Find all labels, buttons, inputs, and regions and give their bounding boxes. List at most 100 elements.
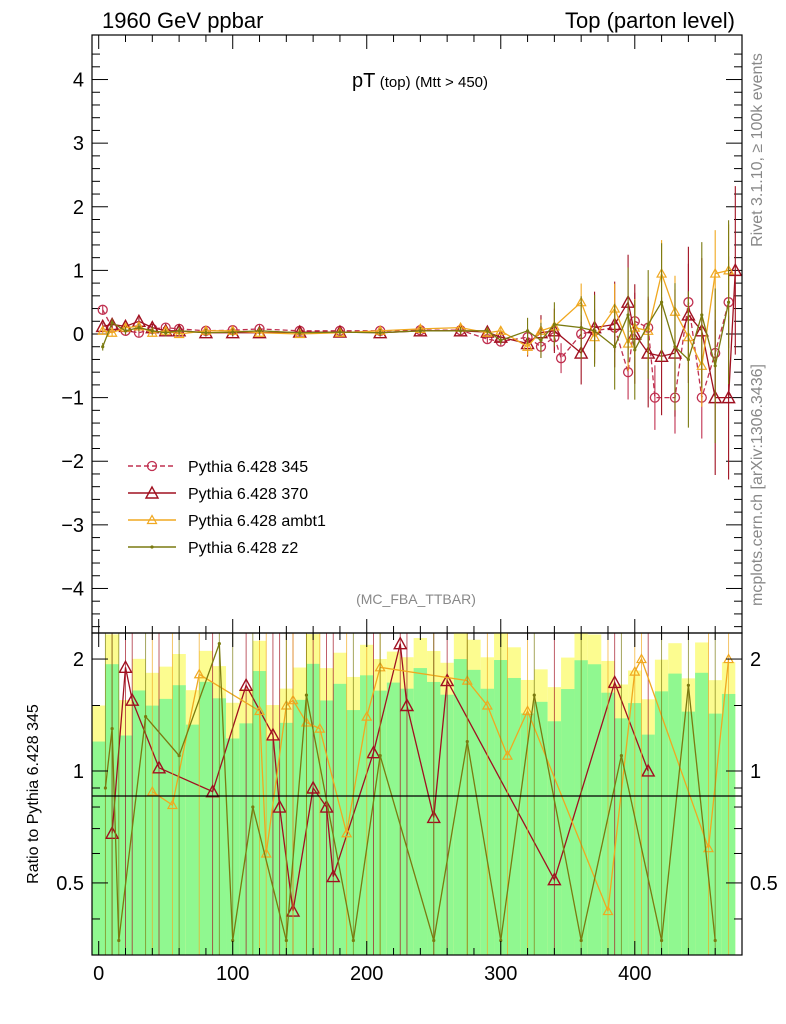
main-data-point [659, 300, 664, 304]
ratio-band-green [386, 682, 401, 955]
main-data-point [495, 325, 507, 335]
main-data-point [539, 338, 543, 342]
main-data-point [579, 326, 583, 330]
ratio-data-point [319, 799, 334, 813]
main-series-line [102, 300, 730, 366]
main-series-0 [97, 256, 734, 439]
analysis-watermark: (MC_FBA_TTBAR) [356, 591, 476, 607]
main-data-point [253, 327, 266, 337]
main-y-tick-label: 1 [73, 260, 84, 282]
legend-marker [144, 485, 160, 499]
ratio-data-point [341, 827, 353, 838]
main-title: pT (top) (Mtt > 450) [352, 70, 488, 92]
ratio-data-point [351, 938, 355, 943]
legend-label: Pythia 6.428 370 [188, 486, 308, 503]
ratio-data-point [238, 677, 254, 691]
main-data-point [146, 327, 158, 337]
ratio-x-tick-label: 300 [484, 963, 517, 985]
ratio-data-point [629, 665, 641, 676]
ratio-data-point [205, 784, 220, 798]
ratio-data-point [217, 642, 221, 646]
main-data-point [592, 329, 597, 333]
ratio-data-point [635, 653, 648, 664]
ratio-data-point [305, 780, 321, 794]
main-y-tick-label: 0 [73, 324, 84, 346]
main-panel-series [95, 186, 742, 480]
main-y-tick-label: −4 [61, 578, 84, 600]
ratio-data-point [118, 659, 133, 674]
ratio-data-point [125, 692, 140, 706]
main-data-point [231, 330, 235, 334]
ratio-data-point [579, 938, 583, 943]
main-title-object: (top) [380, 74, 411, 91]
ratio-band-green [467, 669, 481, 955]
ratio-data-point [619, 753, 623, 758]
main-data-point [110, 320, 114, 325]
ratio-band-green [92, 741, 106, 955]
ratio-data-point [547, 872, 562, 886]
ratio-data-point [151, 760, 167, 774]
ratio-y-tick-label: 1 [73, 761, 84, 783]
ratio-data-point [481, 699, 493, 710]
ratio-data-point [103, 786, 108, 790]
main-data-point [626, 313, 630, 317]
main-data-point [338, 330, 342, 334]
ratio-data-point [465, 739, 469, 744]
main-data-point [525, 329, 530, 333]
ratio-data-point [378, 753, 382, 758]
ratio-data-point [439, 673, 455, 687]
ratio-band-green [507, 677, 521, 955]
ratio-data-point [399, 698, 415, 712]
legend-marker [146, 460, 158, 472]
ratio-data-point [144, 715, 148, 719]
main-data-point [294, 328, 306, 339]
ratio-data-point [193, 668, 205, 679]
main-y-tick-label: 3 [73, 133, 84, 155]
ratio-y-tick-label: 2 [73, 649, 84, 671]
legend-label: Pythia 6.428 ambt1 [188, 513, 326, 530]
ratio-band-green [185, 724, 200, 955]
rivet-version-label: Rivet 3.1.10, ≥ 100k events [749, 53, 766, 247]
main-data-point [106, 327, 118, 337]
main-y-tick-label: 2 [73, 197, 84, 219]
ratio-data-point [532, 693, 536, 697]
main-data-point [649, 392, 661, 403]
ratio-data-point [251, 805, 255, 809]
main-y-tick-label: 4 [73, 70, 84, 92]
legend-marker [150, 545, 154, 549]
main-data-point [522, 340, 534, 351]
ratio-data-point [117, 938, 121, 943]
main-y-tick-label: −1 [61, 388, 84, 410]
main-data-point [204, 331, 208, 335]
ratio-band-green [333, 683, 347, 955]
main-data-point [257, 329, 262, 333]
ratio-data-point [272, 799, 287, 813]
main-data-point [726, 300, 731, 304]
main-data-point [728, 262, 742, 277]
ratio-band-green [587, 664, 602, 955]
main-data-point [721, 390, 736, 404]
ratio-x-tick-label: 200 [350, 963, 383, 985]
main-y-tick-label: −2 [61, 451, 84, 473]
ratio-panel-ticks: 0.5 0.5 1 1 2 2 0 100 200 300 400 [56, 633, 778, 985]
main-data-point [137, 326, 141, 330]
ratio-data-point [166, 799, 178, 810]
ratio-data-point [713, 938, 717, 943]
ratio-ylabel: Ratio to Pythia 6.428 345 [25, 704, 42, 884]
main-title-quantity: pT [352, 70, 375, 92]
main-series-3 [101, 220, 731, 444]
ratio-panel: 0.5 0.5 1 1 2 2 0 100 200 300 400 Ratio to Pythia … [25, 632, 778, 985]
ratio-data-point [501, 749, 513, 760]
ratio-y-tick-label-right: 2 [750, 649, 761, 671]
main-data-point [686, 357, 690, 362]
legend-label: Pythia 6.428 z2 [188, 540, 298, 557]
main-data-point [458, 329, 463, 333]
main-data-point [485, 329, 489, 333]
main-data-point [555, 353, 567, 364]
ratio-data-point [602, 905, 614, 916]
main-data-point [123, 329, 128, 333]
main-data-point [177, 329, 181, 333]
main-data-point [709, 267, 721, 278]
ratio-data-point [686, 683, 690, 687]
